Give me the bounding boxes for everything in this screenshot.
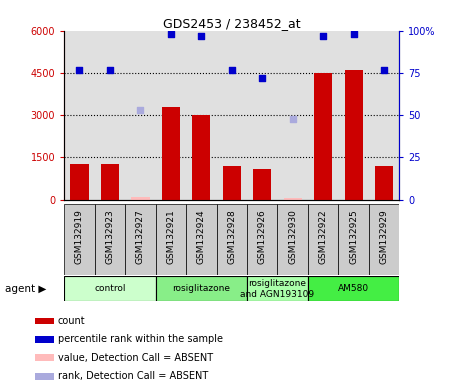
Point bbox=[319, 33, 327, 39]
Point bbox=[137, 107, 144, 113]
Bar bbox=[101, 164, 119, 200]
Text: rank, Detection Call = ABSENT: rank, Detection Call = ABSENT bbox=[58, 371, 208, 381]
FancyBboxPatch shape bbox=[369, 204, 399, 275]
Point bbox=[228, 66, 235, 73]
FancyBboxPatch shape bbox=[186, 204, 217, 275]
Point bbox=[76, 66, 83, 73]
Text: GSM132926: GSM132926 bbox=[258, 209, 267, 264]
FancyBboxPatch shape bbox=[247, 276, 308, 301]
Point bbox=[167, 31, 174, 37]
FancyBboxPatch shape bbox=[95, 204, 125, 275]
Bar bbox=[35, 373, 54, 380]
Text: percentile rank within the sample: percentile rank within the sample bbox=[58, 334, 223, 344]
Text: GSM132922: GSM132922 bbox=[319, 209, 328, 264]
Bar bbox=[223, 166, 241, 200]
FancyBboxPatch shape bbox=[308, 204, 338, 275]
Text: GSM132925: GSM132925 bbox=[349, 209, 358, 264]
Point bbox=[258, 75, 266, 81]
Bar bbox=[192, 115, 211, 200]
Text: AM580: AM580 bbox=[338, 285, 369, 293]
Text: GSM132930: GSM132930 bbox=[288, 209, 297, 264]
Point bbox=[289, 116, 297, 122]
Title: GDS2453 / 238452_at: GDS2453 / 238452_at bbox=[163, 17, 301, 30]
Bar bbox=[253, 169, 271, 200]
Text: control: control bbox=[94, 285, 126, 293]
FancyBboxPatch shape bbox=[338, 204, 369, 275]
Bar bbox=[162, 107, 180, 200]
Text: value, Detection Call = ABSENT: value, Detection Call = ABSENT bbox=[58, 353, 213, 363]
FancyBboxPatch shape bbox=[247, 204, 278, 275]
Bar bbox=[284, 198, 302, 200]
Text: GSM132923: GSM132923 bbox=[106, 209, 114, 264]
Text: rosiglitazone
and AGN193109: rosiglitazone and AGN193109 bbox=[241, 279, 314, 299]
Bar bbox=[314, 73, 332, 200]
Bar bbox=[70, 164, 89, 200]
Text: GSM132921: GSM132921 bbox=[166, 209, 175, 264]
Bar bbox=[35, 354, 54, 361]
Bar bbox=[131, 197, 150, 200]
Point bbox=[198, 33, 205, 39]
Text: count: count bbox=[58, 316, 85, 326]
Bar bbox=[35, 318, 54, 324]
Bar bbox=[345, 70, 363, 200]
FancyBboxPatch shape bbox=[217, 204, 247, 275]
Text: GSM132924: GSM132924 bbox=[197, 209, 206, 264]
FancyBboxPatch shape bbox=[64, 204, 95, 275]
Text: GSM132919: GSM132919 bbox=[75, 209, 84, 264]
Point bbox=[106, 66, 114, 73]
Text: GSM132927: GSM132927 bbox=[136, 209, 145, 264]
Text: agent ▶: agent ▶ bbox=[5, 284, 46, 294]
Point bbox=[350, 31, 357, 37]
Text: rosiglitazone: rosiglitazone bbox=[172, 285, 230, 293]
Point bbox=[381, 66, 388, 73]
Bar bbox=[375, 166, 393, 200]
FancyBboxPatch shape bbox=[125, 204, 156, 275]
FancyBboxPatch shape bbox=[156, 276, 247, 301]
Bar bbox=[35, 336, 54, 343]
FancyBboxPatch shape bbox=[278, 204, 308, 275]
FancyBboxPatch shape bbox=[64, 276, 156, 301]
FancyBboxPatch shape bbox=[308, 276, 399, 301]
FancyBboxPatch shape bbox=[156, 204, 186, 275]
Text: GSM132929: GSM132929 bbox=[380, 209, 389, 264]
Text: GSM132928: GSM132928 bbox=[227, 209, 236, 264]
